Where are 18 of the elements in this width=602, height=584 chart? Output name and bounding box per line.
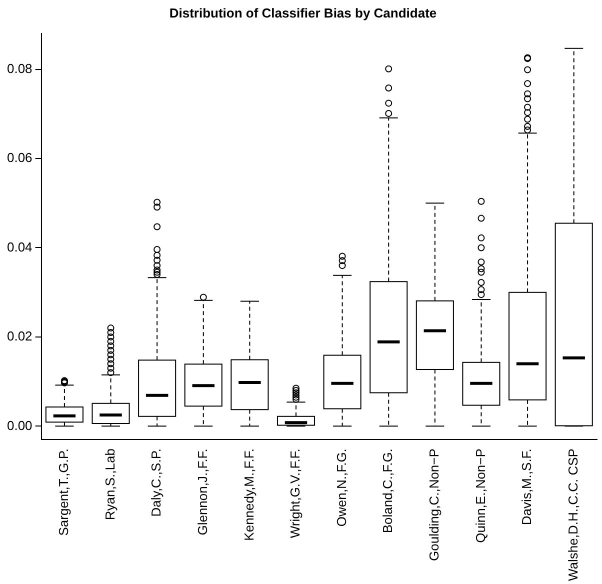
y-tick-label: 0.04: [6, 239, 32, 254]
chart-title: Distribution of Classifier Bias by Candidate: [169, 5, 437, 20]
x-tick-label: Owen,N.,F.G.: [334, 448, 349, 527]
y-tick-label: 0.02: [6, 328, 32, 344]
x-tick-label: Quinn,E.,Non−P: [472, 448, 488, 543]
x-tick-label: Boland,C.,F.G.: [380, 448, 396, 534]
x-tick-label: Wright,G.V.,F.F.: [288, 448, 303, 538]
x-tick-label: Daly,C.,S.P.: [148, 448, 164, 517]
y-tick-label: 0.08: [6, 60, 32, 76]
x-tick-label: Davis,M.,S.F.: [519, 448, 534, 526]
y-tick-label: 0.00: [6, 418, 32, 433]
x-tick-label: Walshe,D.H.,C.C. CSP: [565, 448, 580, 582]
x-tick-label: Sargent,T.,G.P.: [56, 448, 72, 536]
x-tick-label: Goulding,C.,Non−P: [426, 448, 442, 561]
x-tick-label: Kennedy,M.,F.F.: [241, 448, 256, 541]
x-tick-label: Ryan,S.,Lab: [102, 448, 118, 520]
y-tick-label: 0.06: [6, 150, 32, 166]
x-tick-label: Glennon,J.,F.F.: [194, 448, 210, 536]
